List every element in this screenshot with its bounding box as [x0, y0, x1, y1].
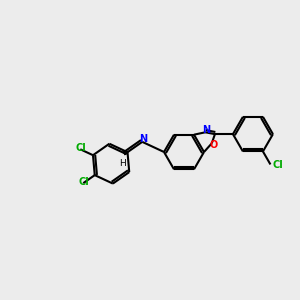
Text: Cl: Cl	[79, 177, 90, 187]
Text: Cl: Cl	[76, 143, 87, 153]
Text: N: N	[202, 125, 210, 135]
Text: Cl: Cl	[272, 160, 283, 170]
Text: H: H	[119, 160, 126, 169]
Text: N: N	[139, 134, 147, 144]
Text: O: O	[210, 140, 218, 150]
